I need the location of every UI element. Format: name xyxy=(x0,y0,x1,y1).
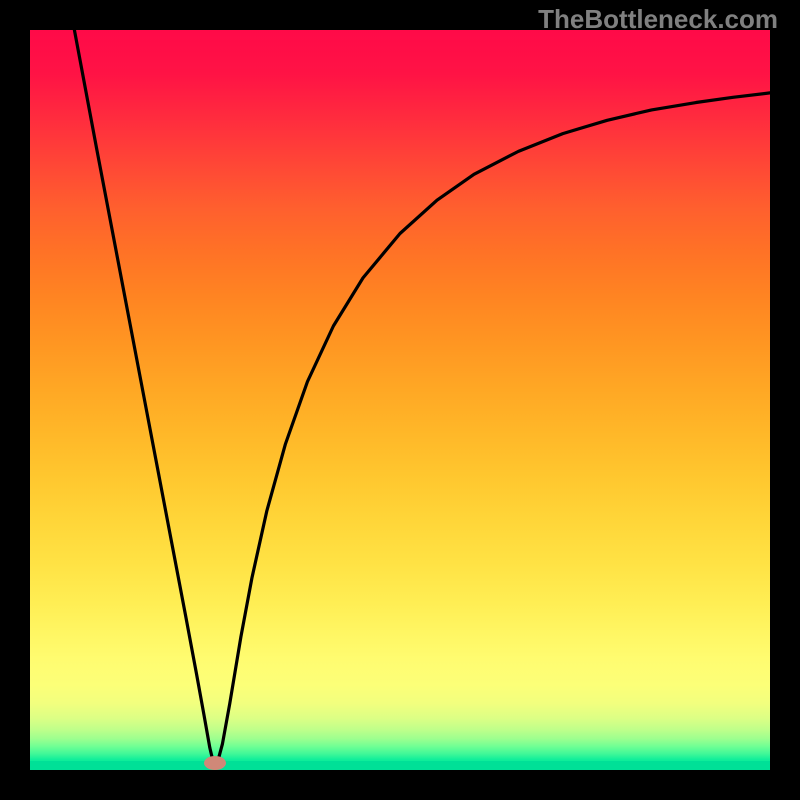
bottleneck-curve xyxy=(30,30,770,770)
bottleneck-chart xyxy=(30,30,770,770)
curve-path xyxy=(74,30,770,763)
